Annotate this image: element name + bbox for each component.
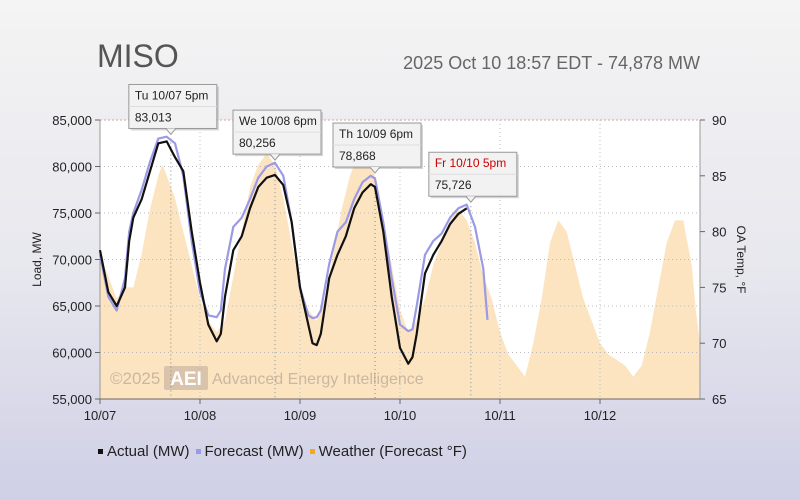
y2-tick-label: 90 xyxy=(712,113,726,128)
y-tick-label: 80,000 xyxy=(52,160,92,175)
legend-item-forecast[interactable]: Forecast (MW) xyxy=(195,443,304,460)
legend-label-weather: Weather (Forecast °F) xyxy=(318,443,467,460)
callout-pointer xyxy=(165,128,177,136)
legend-label-actual: Actual (MW) xyxy=(107,443,190,460)
x-tick-label: 10/10 xyxy=(384,408,417,423)
y-tick-label: 75,000 xyxy=(52,206,92,221)
watermark-year: ©2025 xyxy=(110,369,160,388)
callout-2: Th 10/09 6pm 78,868 xyxy=(332,122,423,174)
y2-tick-label: 75 xyxy=(712,280,726,295)
callout-pointer xyxy=(465,195,477,204)
x-tick-label: 10/07 xyxy=(84,408,117,423)
legend-swatch-weather xyxy=(309,449,315,454)
y2-tick-label: 70 xyxy=(712,336,726,351)
page-title: MISO xyxy=(97,38,179,74)
legend-swatch-actual xyxy=(98,449,103,454)
callout-pointer xyxy=(269,153,281,161)
callout-0: Tu 10/07 5pm 83,013 xyxy=(128,83,219,136)
callout-label: We 10/08 6pm xyxy=(239,114,317,128)
legend-item-actual[interactable]: Actual (MW) xyxy=(98,443,190,460)
watermark-text: Advanced Energy Intelligence xyxy=(212,371,424,388)
y-tick-label: 85,000 xyxy=(52,113,92,128)
x-tick-label: 10/11 xyxy=(484,408,516,423)
callout-label: Fr 10/10 5pm xyxy=(435,156,506,170)
legend-label-forecast: Forecast (MW) xyxy=(204,443,304,460)
series-weather-area xyxy=(100,153,700,399)
watermark-logo xyxy=(164,366,208,390)
callout-value: 75,726 xyxy=(435,178,472,192)
series-actual-line xyxy=(98,140,468,365)
callout-value: 80,256 xyxy=(239,136,276,150)
callout-label: Tu 10/07 5pm xyxy=(135,88,209,102)
y2-tick-label: 80 xyxy=(712,225,726,240)
y2-tick-label: 85 xyxy=(712,169,726,184)
y-tick-label: 55,000 xyxy=(52,392,92,407)
legend-item-weather[interactable]: Weather (Forecast °F) xyxy=(309,443,467,460)
chart-legend: Actual (MW) Forecast (MW) Weather (Forec… xyxy=(98,443,467,460)
y-tick-label: 60,000 xyxy=(52,346,92,361)
x-tick-label: 10/12 xyxy=(584,408,617,423)
x-tick-label: 10/08 xyxy=(184,408,217,423)
callout-3: Fr 10/10 5pm 75,726 xyxy=(428,151,519,204)
y2-tick-label: 65 xyxy=(712,392,726,407)
x-tick-label: 10/09 xyxy=(284,408,317,423)
y-tick-label: 70,000 xyxy=(52,253,92,268)
y-axis-title: Load, MW xyxy=(30,231,44,286)
callout-value: 78,868 xyxy=(339,149,376,163)
legend-swatch-forecast xyxy=(195,449,201,454)
callout-pointer xyxy=(369,166,381,174)
callout-value: 83,013 xyxy=(135,110,172,124)
callout-label: Th 10/09 6pm xyxy=(339,127,413,141)
y-tick-label: 65,000 xyxy=(52,299,92,314)
callout-1: We 10/08 6pm 80,256 xyxy=(232,109,323,161)
watermark-logo-text: AEI xyxy=(170,369,202,390)
status-readout: 2025 Oct 10 18:57 EDT - 74,878 MW xyxy=(403,53,700,73)
y2-axis-title: OA Temp, °F xyxy=(734,226,748,294)
